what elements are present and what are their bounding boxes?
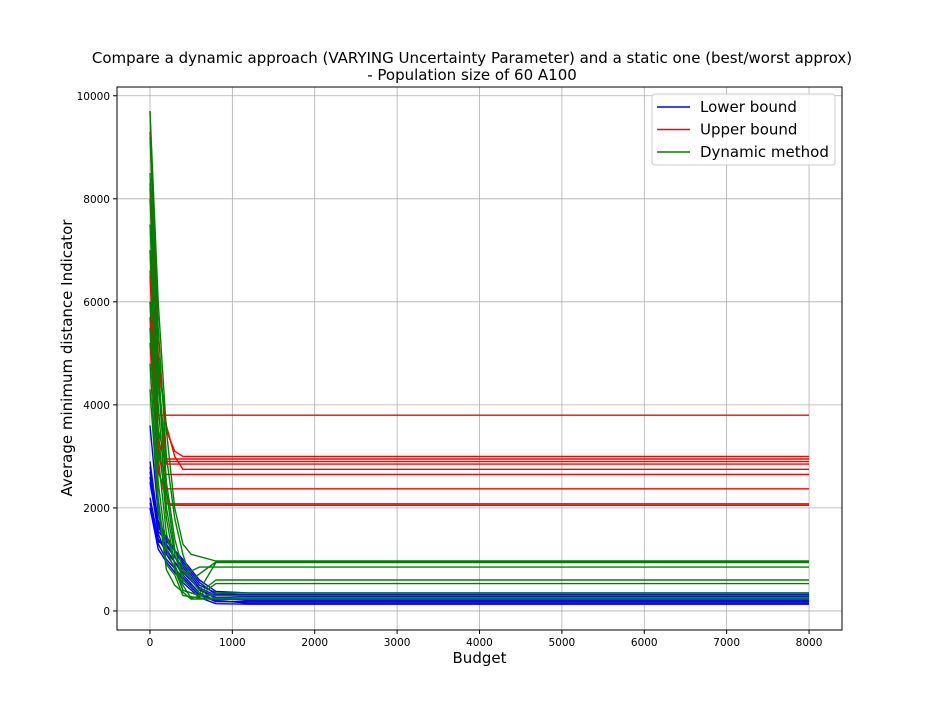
chart-title: Compare a dynamic approach (VARYING Unce… [92,49,852,67]
y-axis-label: Average minimum distance Indicator [58,219,76,497]
x-tick-label: 0 [147,637,154,649]
lower-bound-series-line [149,507,809,598]
dynamic-method-series-line [149,363,809,599]
dynamic-method-series-line [149,198,809,576]
x-tick-label: 1000 [219,637,246,649]
y-tick-label: 10000 [77,91,110,103]
y-tick-label: 6000 [83,297,110,309]
x-axis-label: Budget [453,649,507,667]
dynamic-method-series-line [149,327,809,597]
legend: Lower bound Upper bound Dynamic method [651,93,836,166]
x-tick-label: 4000 [466,637,493,649]
dynamic-method-series-line [149,224,809,594]
legend-label-dynamic-method: Dynamic method [700,143,829,161]
legend-label-upper-bound: Upper bound [700,121,797,139]
x-tick-label: 8000 [796,637,823,649]
dynamic-method-series-line [149,389,809,600]
x-tick-label: 2000 [301,637,328,649]
lower-bound-series-line [149,502,809,603]
x-tick-label: 6000 [631,637,658,649]
legend-label-lower-bound: Lower bound [700,98,797,116]
dynamic-method-series-line [149,111,809,562]
dynamic-method-series-line [149,136,809,581]
y-tick-label: 8000 [83,194,110,206]
series-layer [149,111,809,605]
dynamic-method-series-line [149,250,809,597]
grid-layer [117,87,842,630]
x-tick-label: 3000 [384,637,411,649]
x-tick-label: 7000 [713,637,740,649]
x-tick-label: 5000 [549,637,576,649]
y-tick-label: 2000 [83,503,110,515]
y-tick-label: 0 [103,606,110,618]
legend-box [651,93,836,166]
y-tick-label: 4000 [83,400,110,412]
chart-subtitle: - Population size of 60 A100 [367,66,577,84]
dynamic-method-series-line [149,301,809,599]
tick-layer: 0 1000 2000 3000 4000 5000 6000 7000 8000 0 2000 40… [77,91,823,649]
